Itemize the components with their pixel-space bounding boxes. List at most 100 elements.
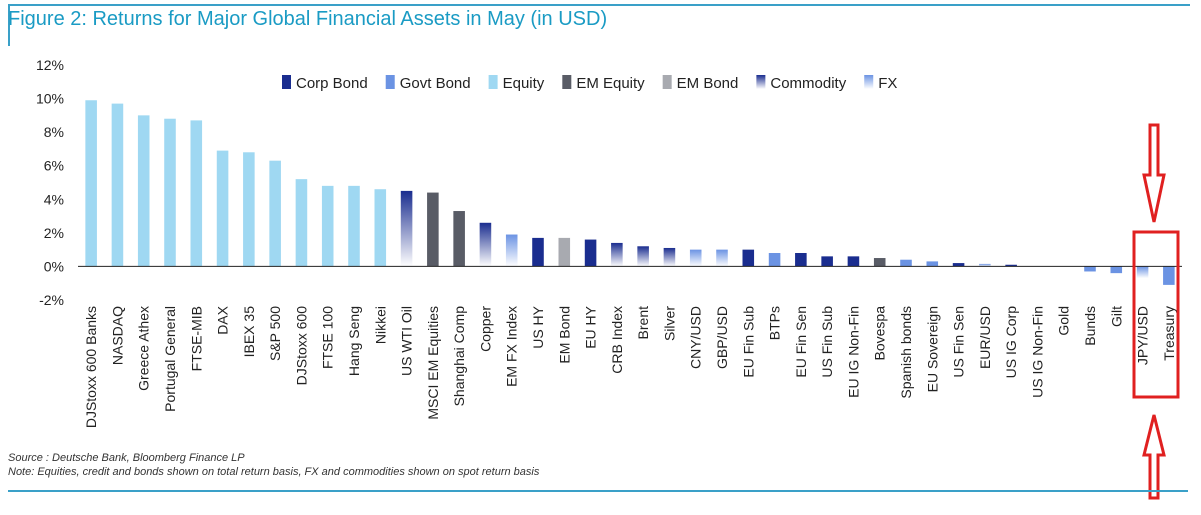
up-arrow-icon (1142, 414, 1166, 500)
x-label-portugal-general: Portugal General (162, 306, 178, 412)
bar-dax (216, 150, 229, 267)
x-label-spanish-bonds: Spanish bonds (898, 306, 914, 399)
bar-gbp-usd (716, 249, 728, 267)
down-arrow-icon (1142, 123, 1166, 223)
methodology-note: Note: Equities, credit and bonds shown o… (8, 466, 540, 478)
y-tick-label: 0% (44, 258, 64, 274)
bottom-rule (8, 490, 1188, 492)
bar-treasury (1163, 266, 1175, 285)
bar-shanghai-comp (453, 211, 465, 267)
bar-eu-fin-sub (742, 249, 755, 267)
legend-label-govt-bond: Govt Bond (400, 75, 471, 92)
bar-eur-usd (979, 263, 991, 267)
y-tick-label: 2% (44, 225, 64, 241)
legend-swatch-em-bond (662, 75, 672, 89)
y-axis: -2% 0% 2% 4% 6% 8% 10% 12% (36, 57, 64, 308)
legend-label-em-bond: EM Bond (677, 75, 739, 92)
bar-hang-seng (348, 185, 360, 267)
bar-nasdaq (111, 103, 124, 267)
x-label-nasdaq: NASDAQ (109, 306, 125, 365)
legend-label-corp-bond: Corp Bond (296, 75, 368, 92)
x-label-msci-em-equities: MSCI EM Equities (425, 306, 441, 420)
legend-swatch-fx (864, 75, 874, 89)
x-label-cny-usd: CNY/USD (688, 306, 704, 369)
legend: Corp Bond Govt Bond Equity EM Equity EM Bond… (282, 75, 897, 92)
bars-group (85, 100, 1175, 285)
bar-spanish-bonds (900, 259, 912, 267)
legend-swatch-em-equity (562, 75, 572, 89)
legend-swatch-corp-bond (282, 75, 291, 89)
x-label-jpy-usd: JPY/USD (1135, 306, 1151, 365)
y-tick-label: 4% (44, 191, 64, 207)
x-label-eu-ig-non-fin: EU IG Non-Fin (845, 306, 861, 398)
x-label-ftse-mib: FTSE-MIB (188, 306, 204, 371)
bar-crb-index (611, 242, 623, 267)
bar-us-fin-sub (821, 256, 833, 267)
x-label-gbp-usd: GBP/USD (714, 306, 730, 369)
x-label-dax: DAX (215, 305, 231, 334)
bar-eu-fin-sen (795, 253, 807, 267)
bar-copper (479, 222, 492, 267)
x-label-djstoxx-600-banks: DJStoxx 600 Banks (83, 306, 99, 428)
legend-label-commodity: Commodity (770, 75, 846, 92)
x-label-treasury: Treasury (1161, 306, 1177, 361)
bar-bovespa (873, 258, 886, 267)
bar-portugal-general (164, 118, 176, 267)
x-label-silver: Silver (661, 306, 677, 341)
title-frame (8, 4, 1190, 46)
x-label-bunds: Bunds (1082, 306, 1098, 346)
x-label-nikkei: Nikkei (372, 306, 388, 344)
bar-eu-hy (584, 239, 597, 267)
legend-swatch-commodity (756, 75, 766, 89)
bar-msci-em-equities (427, 192, 439, 267)
bar-greece-athex (137, 115, 150, 267)
legend-label-fx: FX (878, 75, 897, 92)
source-note: Source : Deutsche Bank, Bloomberg Financ… (8, 452, 245, 464)
x-label-eu-fin-sub: EU Fin Sub (740, 306, 756, 378)
bar-cny-usd (689, 249, 702, 267)
x-label-greece-athex: Greece Athex (136, 306, 152, 391)
y-tick-label: 6% (44, 158, 64, 174)
x-label-btps: BTPs (767, 306, 783, 340)
bar-eu-ig-non-fin (847, 256, 860, 267)
legend-swatch-govt-bond (385, 75, 395, 89)
legend-swatch-equity (488, 75, 498, 89)
x-label-eu-hy: EU HY (583, 305, 599, 348)
bar-em-fx-index (505, 234, 518, 267)
x-label-us-hy: US HY (530, 305, 546, 348)
x-label-eur-usd: EUR/USD (977, 306, 993, 369)
x-label-gold: Gold (1056, 306, 1072, 336)
legend-label-em-equity: EM Equity (576, 75, 645, 92)
bar-gilt (1110, 266, 1123, 274)
x-label-hang-seng: Hang Seng (346, 306, 362, 376)
x-label-us-fin-sen: US Fin Sen (951, 306, 967, 378)
legend-label-equity: Equity (503, 75, 545, 92)
bar-silver (663, 247, 676, 267)
x-label-eu-sovereign: EU Sovereign (924, 306, 940, 392)
bar-jpy-usd (1136, 266, 1149, 279)
x-label-em-bond: EM Bond (556, 306, 572, 364)
bar-us-hy (532, 237, 544, 267)
x-label-us-wti-oil: US WTI Oil (399, 306, 415, 376)
x-label-ibex-35: IBEX 35 (241, 306, 257, 358)
bar-ibex-35 (243, 152, 255, 267)
x-label-em-fx-index: EM FX Index (504, 306, 520, 387)
x-label-crb-index: CRB Index (609, 306, 625, 374)
bar-btps (768, 253, 781, 267)
bar-nikkei (374, 189, 387, 267)
x-label-bovespa: Bovespa (872, 306, 888, 361)
y-tick-label: -2% (39, 292, 64, 308)
bar-brent (637, 246, 649, 267)
bar-bunds (1084, 266, 1096, 272)
y-tick-label: 12% (36, 57, 64, 73)
bar-em-bond (558, 237, 571, 267)
x-label-gilt: Gilt (1108, 306, 1124, 327)
bar-djstoxx-600 (295, 179, 308, 267)
x-axis-labels: DJStoxx 600 Banks NASDAQ Greece Athex Portu… (83, 305, 1177, 428)
x-label-sandp-500: S&P 500 (267, 306, 283, 361)
x-label-us-fin-sub: US Fin Sub (819, 306, 835, 378)
bar-ftse-100 (321, 185, 334, 267)
bar-us-wti-oil (400, 190, 413, 267)
x-label-eu-fin-sen: EU Fin Sen (793, 306, 809, 378)
